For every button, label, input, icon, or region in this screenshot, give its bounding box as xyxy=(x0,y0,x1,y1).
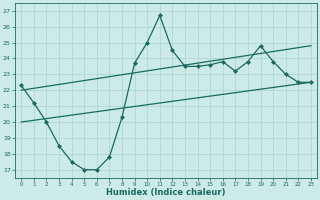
X-axis label: Humidex (Indice chaleur): Humidex (Indice chaleur) xyxy=(106,188,226,197)
